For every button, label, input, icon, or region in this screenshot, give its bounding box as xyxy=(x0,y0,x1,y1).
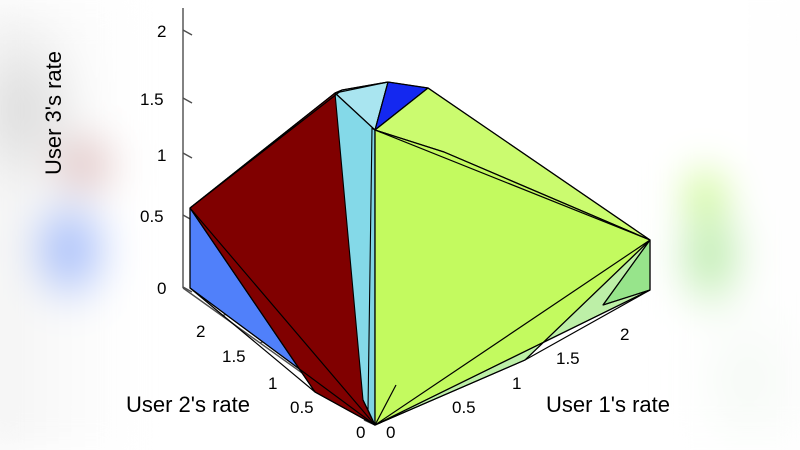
tick-label-z-axis: 0.5 xyxy=(140,207,164,226)
tick-label-x-axis: 1 xyxy=(512,374,522,393)
tick-label-z-axis: 1 xyxy=(157,146,167,165)
tick-label-z-axis: 1.5 xyxy=(140,90,164,109)
tick-label-z-axis: 0 xyxy=(157,279,167,298)
tick-label-y-axis: 0 xyxy=(356,423,366,442)
tick-label-z-axis: 2 xyxy=(157,22,167,41)
tick-label-x-axis: 0 xyxy=(386,423,396,442)
capacity-region-polytope xyxy=(189,81,651,426)
tick-label-y-axis: 0.5 xyxy=(290,398,314,417)
tick-label-x-axis: 0.5 xyxy=(452,398,476,417)
axis-label-user2: User 2's rate xyxy=(126,392,251,417)
polytope-edges xyxy=(189,81,651,426)
tick-label-y-axis: 1.5 xyxy=(222,347,246,366)
tick-label-x-axis: 1.5 xyxy=(556,349,580,368)
tick-label-y-axis: 2 xyxy=(196,322,206,341)
tick-label-x-axis: 2 xyxy=(620,325,630,344)
tick-label-y-axis: 1 xyxy=(268,374,278,393)
axis-label-user1: User 1's rate xyxy=(546,392,671,417)
axis-label-user3: User 3's rate xyxy=(41,50,66,176)
